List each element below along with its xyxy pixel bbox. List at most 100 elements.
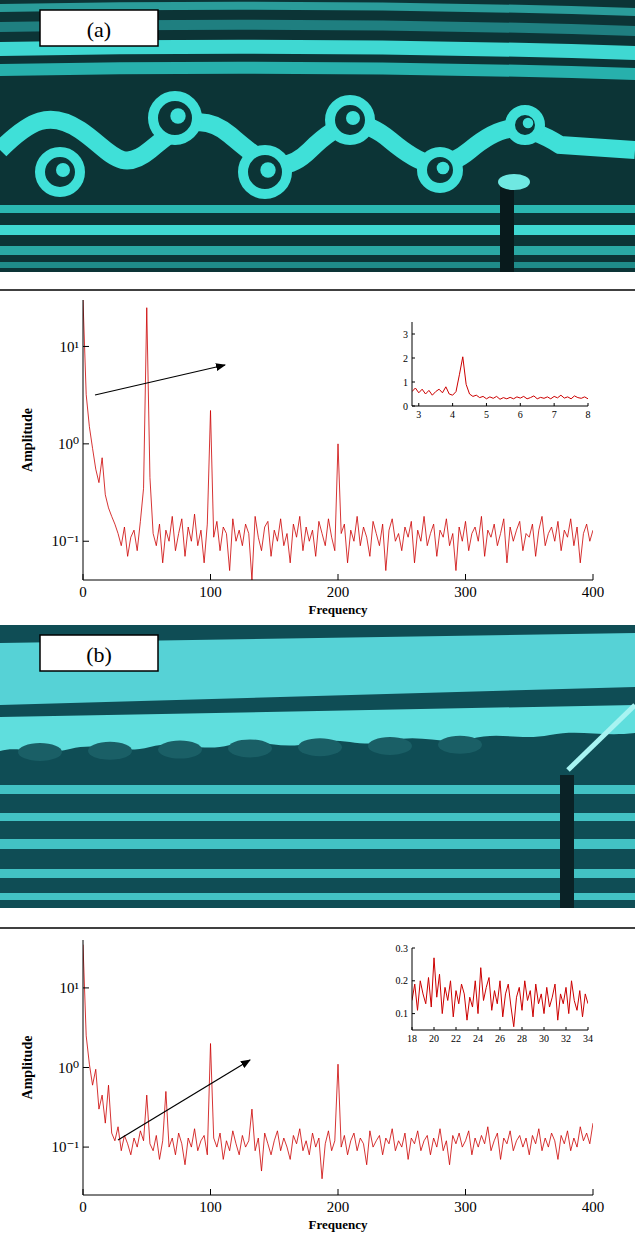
x-tick-label: 3	[416, 409, 421, 420]
vortex	[368, 737, 412, 755]
y-tick	[83, 1067, 89, 1068]
x-tick	[83, 574, 84, 580]
dye-stripe	[0, 839, 635, 849]
vortex-core	[170, 108, 185, 123]
vortex	[40, 152, 80, 192]
flow-photo-b: (b)	[0, 625, 635, 908]
vortex	[153, 96, 197, 140]
x-tick	[83, 1189, 84, 1195]
dye-stripe	[0, 205, 635, 213]
dye-stripe	[0, 893, 635, 900]
x-tick-label: 26	[495, 1033, 505, 1044]
y-tick	[412, 1013, 415, 1014]
pointer-arrow	[118, 1060, 250, 1140]
spectrum-chart: 010020030040010⁻¹10⁰10¹FrequencyAmplitud…	[20, 300, 604, 617]
pointer-arrow	[95, 365, 225, 395]
y-tick-label: 3	[403, 329, 408, 340]
figure: (a)010020030040010⁻¹10⁰10¹FrequencyAmpli…	[0, 0, 635, 1237]
x-tick-label: 22	[451, 1033, 461, 1044]
y-tick-label: 1	[403, 377, 408, 388]
inset-chart: 3456780123	[390, 316, 594, 424]
x-tick-label: 20	[429, 1033, 439, 1044]
vortex-street	[0, 96, 635, 194]
x-tick	[588, 1027, 589, 1030]
y-tick-label: 0.2	[396, 975, 409, 986]
dye-band	[0, 633, 635, 705]
x-tick-label: 100	[199, 1199, 222, 1215]
y-tick-label: 10⁻¹	[52, 1139, 79, 1155]
y-tick	[412, 382, 415, 383]
dye-stripe	[0, 246, 635, 255]
x-tick-label: 400	[582, 1199, 605, 1215]
x-tick-label: 100	[199, 584, 222, 600]
y-axis	[83, 300, 84, 580]
vortex	[510, 110, 540, 140]
vortex	[243, 150, 287, 194]
x-tick	[544, 1027, 545, 1030]
dye-layers	[0, 633, 635, 908]
x-tick-label: 200	[327, 584, 350, 600]
y-tick-label: 2	[403, 353, 408, 364]
separator	[0, 927, 635, 929]
probe-tip	[498, 174, 530, 190]
dye-stripe	[0, 225, 635, 235]
y-axis	[412, 948, 413, 1030]
x-tick	[520, 403, 521, 406]
y-tick-label: 0.1	[396, 1008, 409, 1019]
plot-area	[412, 357, 588, 399]
panel-label: (b)	[86, 642, 112, 667]
probe	[560, 775, 574, 908]
vortex	[330, 100, 370, 140]
x-axis-title: Frequency	[309, 1217, 368, 1232]
dye-stripe	[0, 785, 635, 794]
y-tick-label: 0.3	[396, 943, 409, 954]
x-tick-label: 8	[586, 409, 591, 420]
y-axis-title: Amplitude	[20, 1036, 35, 1100]
x-tick-label: 18	[407, 1033, 417, 1044]
y-tick	[83, 346, 89, 347]
x-tick-label: 30	[539, 1033, 549, 1044]
x-tick	[412, 1027, 413, 1030]
y-tick	[83, 987, 89, 988]
inset-background	[390, 316, 594, 424]
vortex	[228, 739, 272, 757]
y-axis-title: Amplitude	[20, 408, 35, 472]
photo-background	[0, 0, 635, 272]
x-tick	[434, 1027, 435, 1030]
x-tick-label: 4	[450, 409, 455, 420]
vortex-core	[260, 162, 275, 177]
vortex-core	[346, 111, 360, 125]
spectrum-chart: 010020030040010⁻¹10⁰10¹FrequencyAmplitud…	[20, 940, 604, 1232]
x-tick-label: 24	[473, 1033, 483, 1044]
x-tick	[588, 403, 589, 406]
y-tick	[412, 948, 415, 949]
panel-label-box	[40, 635, 158, 671]
vortex-core	[523, 118, 534, 129]
plot-area	[412, 958, 588, 1027]
x-tick	[593, 1189, 594, 1195]
dye-stripe	[0, 813, 635, 821]
y-tick	[412, 980, 415, 981]
plot-area	[83, 300, 593, 580]
dye-stripe	[0, 262, 635, 268]
x-tick	[566, 1027, 567, 1030]
y-tick	[412, 358, 415, 359]
spectrum-line	[83, 300, 593, 580]
spectrum-line	[412, 958, 588, 1027]
x-tick	[465, 1189, 466, 1195]
panel-label: (a)	[87, 17, 111, 42]
panel-label-box	[40, 10, 158, 46]
separator	[0, 289, 635, 291]
x-tick	[456, 1027, 457, 1030]
x-tick-label: 0	[79, 584, 87, 600]
inset-chart: 1820222426283032340.10.20.3	[382, 942, 594, 1048]
vortex	[422, 152, 458, 188]
y-tick	[412, 406, 415, 407]
y-tick-label: 10⁻¹	[52, 533, 79, 549]
x-tick-label: 7	[552, 409, 557, 420]
x-tick-label: 5	[484, 409, 489, 420]
vortex	[18, 743, 62, 761]
y-tick	[83, 541, 89, 542]
x-tick	[486, 403, 487, 406]
x-tick-label: 34	[583, 1033, 593, 1044]
